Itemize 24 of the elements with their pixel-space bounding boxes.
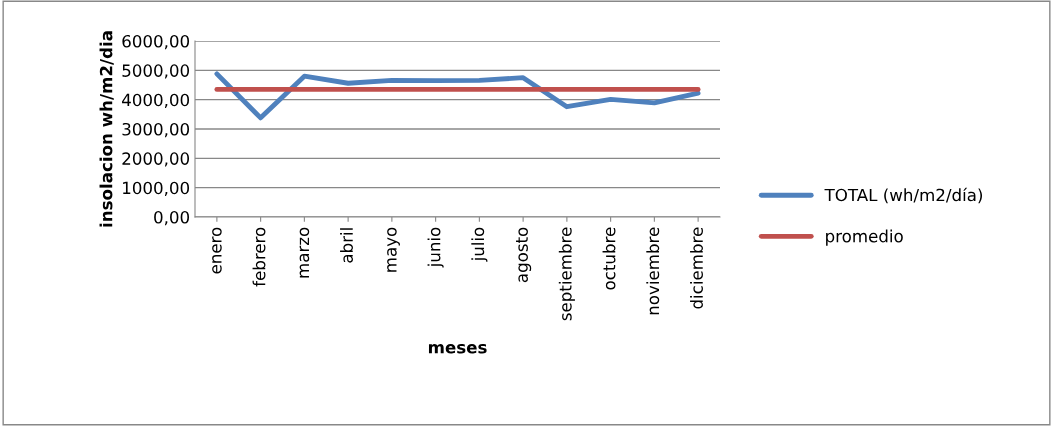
x-tick-label: mayo	[387, 227, 400, 272]
y-tick-label: 6000,00	[122, 34, 190, 50]
y-tick-label: 4000,00	[122, 93, 190, 108]
x-tick-label: marzo	[299, 227, 310, 278]
x-tick-label: noviembre	[646, 227, 660, 315]
legend-label: promedio	[826, 229, 903, 246]
x-tick-label: julio	[471, 227, 488, 262]
x-tick-label: octubre	[602, 227, 616, 290]
y-tick-label: 3000,00	[122, 122, 190, 138]
x-tick-label: enero	[212, 227, 222, 274]
y-tick-label: 5000,00	[122, 64, 190, 79]
x-tick-label: junio	[427, 227, 444, 268]
x-tick-label: septiembre	[558, 227, 575, 321]
y-tick-label: 0,00	[154, 210, 190, 226]
y-tick-label: 2000,00	[122, 152, 190, 167]
x-tick-label: febrero	[252, 227, 266, 287]
x-tick-label: abril	[340, 228, 353, 263]
y-tick-label: 1000,00	[123, 181, 190, 196]
y-axis-title: insolacion wh/m2/dia	[99, 31, 114, 227]
legend-label: TOTAL (wh/m2/día)	[824, 187, 983, 204]
x-tick-label: diciembre	[690, 227, 703, 309]
x-axis-title: meses	[428, 343, 487, 354]
line-series	[214, 71, 701, 121]
x-tick-label: agosto	[516, 227, 532, 283]
